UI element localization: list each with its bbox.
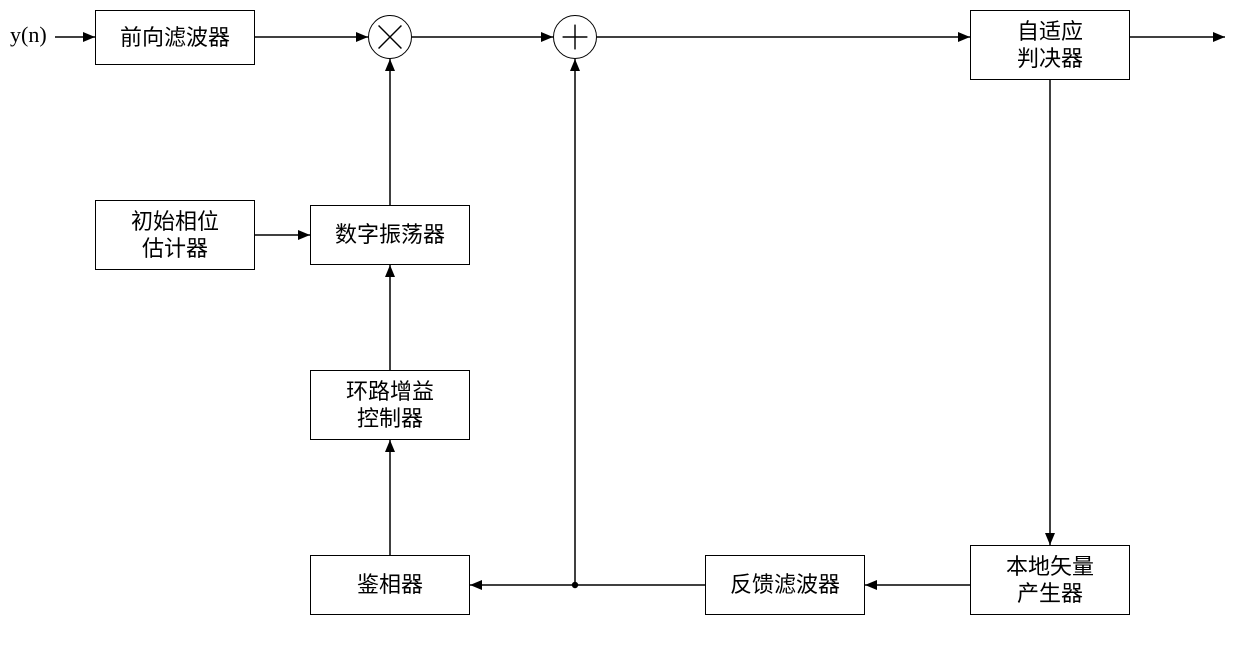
feedback-filter-label: 反馈滤波器 [730,571,840,599]
multiplier-node [368,15,412,59]
loop-gain-ctrl-box: 环路增益 控制器 [310,370,470,440]
adaptive-decider-label: 自适应 判决器 [1017,18,1083,73]
summer-node [553,15,597,59]
init-phase-est-box: 初始相位 估计器 [95,200,255,270]
forward-filter-box: 前向滤波器 [95,10,255,65]
digital-osc-label: 数字振荡器 [335,221,445,249]
block-diagram: y(n) 前向滤波器 自适应 判决器 初始相位 估计器 数字振荡器 环路增益 控… [0,0,1240,665]
feedback-filter-box: 反馈滤波器 [705,555,865,615]
forward-filter-label: 前向滤波器 [120,24,230,52]
loop-gain-ctrl-label: 环路增益 控制器 [346,378,434,433]
adaptive-decider-box: 自适应 判决器 [970,10,1130,80]
multiplier-icon [369,16,411,58]
input-signal-label: y(n) [10,22,47,48]
local-vector-gen-box: 本地矢量 产生器 [970,545,1130,615]
summer-icon [554,16,596,58]
phase-detector-label: 鉴相器 [357,571,423,599]
local-vector-gen-label: 本地矢量 产生器 [1006,553,1094,608]
phase-detector-box: 鉴相器 [310,555,470,615]
digital-osc-box: 数字振荡器 [310,205,470,265]
init-phase-est-label: 初始相位 估计器 [131,208,219,263]
